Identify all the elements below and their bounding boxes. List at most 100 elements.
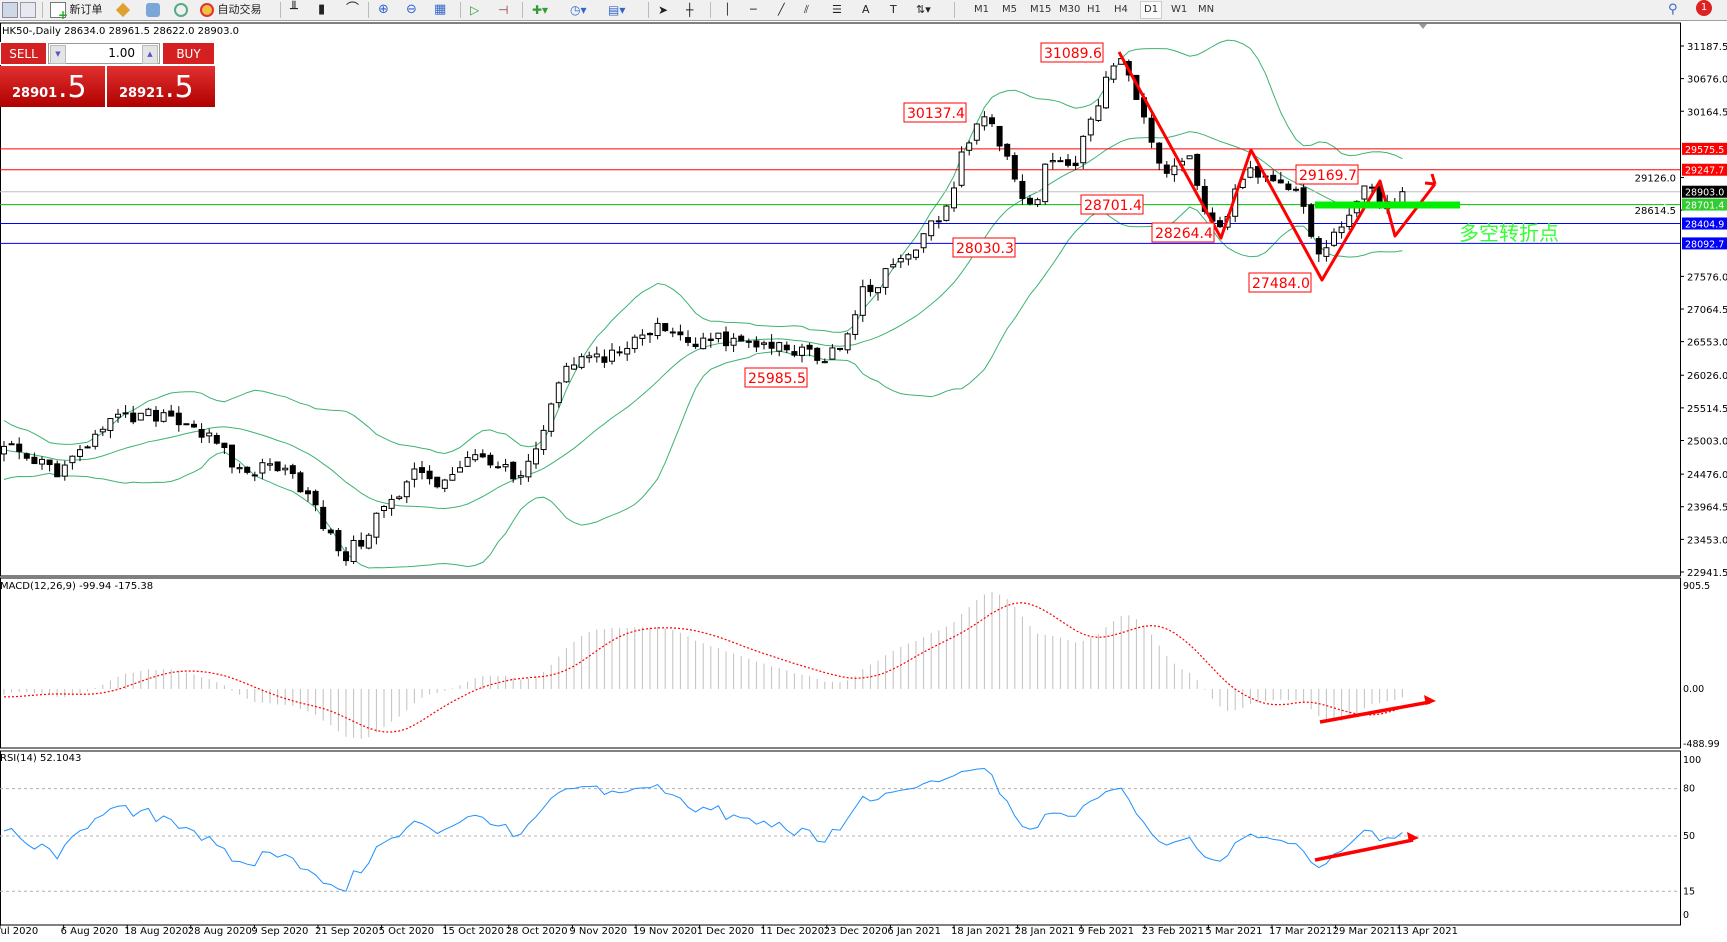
candle-body: [639, 334, 646, 339]
bar-chart-icon[interactable]: ╨: [290, 2, 298, 17]
candle: [700, 332, 707, 350]
text-icon[interactable]: A: [862, 3, 870, 16]
new-order-button[interactable]: + 新订单: [50, 2, 103, 21]
timeframe-h1[interactable]: H1: [1087, 4, 1101, 15]
cursor-icon[interactable]: ➤: [658, 3, 669, 17]
date-label: 18 Aug 2020: [124, 926, 189, 937]
candle: [966, 140, 973, 156]
candle-body: [282, 467, 289, 471]
candle: [122, 405, 129, 418]
vertical-line-icon[interactable]: │: [724, 3, 731, 16]
signals-icon[interactable]: [174, 2, 188, 18]
candle-body: [890, 264, 897, 268]
timeframe-m30[interactable]: M30: [1059, 4, 1081, 15]
candle-body: [61, 464, 68, 477]
candle: [153, 406, 159, 427]
candle-body: [274, 461, 281, 472]
candle: [267, 458, 273, 471]
candle-body: [882, 268, 889, 288]
candle-body: [859, 286, 866, 316]
rsi-divergence-arrow: [1314, 838, 1414, 862]
candle: [39, 456, 45, 470]
buy-price-box[interactable]: 28921 .5: [107, 66, 215, 107]
price-tick-label: 23453.0: [1687, 535, 1727, 546]
lot-decrease-icon[interactable]: ▼: [50, 45, 66, 64]
line-chart-icon[interactable]: ⌒: [346, 2, 360, 17]
candle: [669, 327, 676, 338]
candle-body: [99, 428, 106, 433]
candle: [115, 408, 121, 423]
print-preview-icon[interactable]: [20, 2, 36, 18]
candle: [137, 412, 144, 421]
sell-price-box[interactable]: 28901 .5: [0, 66, 105, 107]
candle: [707, 332, 714, 348]
rsi-axis: [1681, 751, 1727, 925]
price-annotation-label: 29169.7: [1299, 168, 1357, 184]
timeframe-h4[interactable]: H4: [1114, 4, 1128, 15]
chart-shift-icon[interactable]: ⊣: [498, 3, 509, 17]
candle-body: [571, 364, 577, 370]
candle-body: [548, 403, 555, 432]
auto-scroll-icon[interactable]: ▷: [470, 3, 480, 17]
zoom-in-icon[interactable]: ⊕: [378, 2, 389, 17]
fibonacci-icon[interactable]: ☰: [832, 3, 842, 16]
search-icon[interactable]: ⚲: [1668, 2, 1678, 17]
candle: [996, 125, 1003, 152]
candle: [882, 267, 889, 295]
templates-icon[interactable]: ▤▾: [608, 3, 626, 17]
notification-badge[interactable]: 1: [1696, 0, 1712, 16]
candle: [1277, 171, 1284, 184]
candle: [403, 479, 410, 504]
arrows-icon[interactable]: ⇅▾: [916, 3, 931, 16]
candle-body: [244, 466, 251, 473]
buy-button[interactable]: BUY: [162, 42, 215, 65]
timeframe-mn[interactable]: MN: [1198, 4, 1215, 15]
timeframe-m15[interactable]: M15: [1030, 4, 1052, 15]
macd-title: MACD(12,26,9) -99.94 -175.38: [0, 581, 154, 592]
candle: [1019, 174, 1026, 205]
price-annotation: 27484.0: [1248, 272, 1312, 293]
zoom-out-icon[interactable]: ⊖: [406, 2, 417, 17]
candle-body: [685, 337, 691, 343]
candle: [46, 459, 53, 472]
candlestick-icon[interactable]: ▮: [318, 2, 326, 17]
candle: [563, 362, 570, 383]
text-label-icon[interactable]: T: [890, 3, 897, 16]
candle: [989, 114, 995, 127]
periods-icon[interactable]: ◷▾: [570, 3, 587, 17]
timeframe-w1[interactable]: W1: [1171, 4, 1188, 15]
candle: [571, 357, 577, 371]
candle-body: [1011, 155, 1018, 180]
trendline-icon[interactable]: ╱: [778, 3, 785, 16]
candle-body: [221, 442, 228, 449]
price-tick-label: 28614.5: [1635, 206, 1676, 217]
candle-body: [457, 467, 463, 473]
candle: [92, 429, 99, 450]
rsi-title: RSI(14) 52.1043: [0, 753, 82, 764]
candle: [441, 478, 448, 493]
sell-button[interactable]: SELL: [0, 42, 47, 65]
macd-tick-label: -488.99: [1683, 739, 1720, 750]
indicators-icon[interactable]: ✚▾: [532, 3, 549, 17]
candle: [168, 404, 175, 417]
tile-windows-icon[interactable]: ▦: [434, 2, 447, 17]
candle-body: [783, 344, 790, 351]
properties-icon[interactable]: [2, 2, 18, 18]
toolbar: + 新订单 自动交易 ╨ ▮ ⌒ ⊕ ⊖ ▦ ▷ ⊣ ✚▾ ◷▾ ▤▾ ➤ ┼ …: [0, 0, 1727, 21]
new-order-label: 新订单: [69, 3, 103, 16]
equidistant-channel-icon[interactable]: ⫽: [804, 3, 809, 16]
lot-increase-icon[interactable]: ▲: [142, 45, 158, 64]
data-window-icon[interactable]: [146, 2, 160, 18]
crosshair-icon[interactable]: ┼: [686, 3, 694, 17]
timeframe-m1[interactable]: M1: [974, 4, 989, 15]
auto-trading-button[interactable]: 自动交易: [200, 2, 262, 18]
price-annotation-box: [744, 367, 808, 388]
candle-body: [1331, 231, 1337, 246]
date-label: 6 Aug 2020: [60, 926, 119, 937]
timeframe-d1[interactable]: D1: [1140, 1, 1163, 19]
candle: [1270, 170, 1277, 183]
lot-size-input[interactable]: ▼ 1.00 ▲: [48, 43, 160, 64]
horizontal-line-icon[interactable]: ─: [750, 3, 757, 16]
timeframe-m5[interactable]: M5: [1002, 4, 1017, 15]
